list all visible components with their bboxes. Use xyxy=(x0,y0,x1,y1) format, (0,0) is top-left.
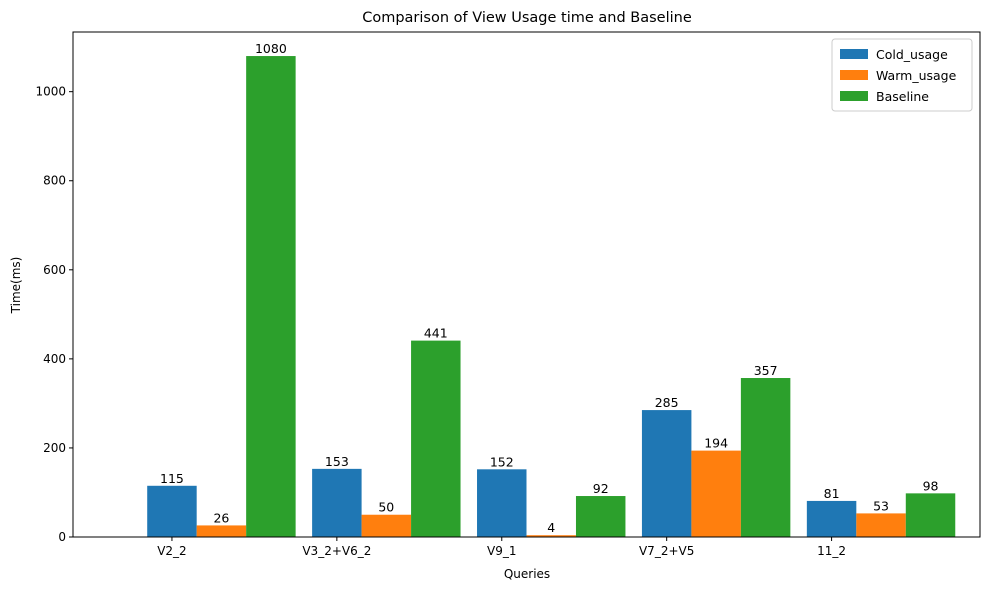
bar xyxy=(246,56,296,538)
bar xyxy=(526,535,576,537)
bar xyxy=(147,485,197,537)
series-cold-usage xyxy=(147,410,857,537)
data-labels-layer: 115 153 152 285 81 26 50 4 194 53 1080 441 92 357 98 xyxy=(160,41,939,535)
bar xyxy=(691,450,741,537)
y-tick-label: 800 xyxy=(43,174,66,188)
x-tick-label: V2_2 xyxy=(157,544,186,558)
bar xyxy=(806,500,857,537)
data-label: 357 xyxy=(754,363,778,378)
x-tick-label: V9_1 xyxy=(487,544,516,558)
bar xyxy=(312,468,362,537)
bar xyxy=(856,513,906,537)
x-axis-label: Queries xyxy=(504,567,550,581)
y-tick-label: 0 xyxy=(58,530,66,544)
legend: Cold_usage Warm_usage Baseline xyxy=(831,38,973,112)
x-tick-label: V7_2+V5 xyxy=(639,544,694,558)
bar xyxy=(905,493,956,537)
data-label: 26 xyxy=(213,510,229,525)
data-label: 53 xyxy=(873,498,889,513)
y-tick-label: 600 xyxy=(43,263,66,277)
data-label: 1080 xyxy=(255,41,287,56)
data-label: 92 xyxy=(593,481,609,496)
legend-label: Cold_usage xyxy=(876,47,948,62)
y-tick-label: 200 xyxy=(43,441,66,455)
data-label: 194 xyxy=(704,436,728,451)
series-baseline xyxy=(246,56,956,538)
bars-layer xyxy=(147,56,956,538)
bar xyxy=(641,410,692,537)
bar xyxy=(575,496,626,537)
data-label: 115 xyxy=(160,471,184,486)
legend-swatch xyxy=(840,49,868,59)
data-label: 441 xyxy=(424,326,448,341)
bar xyxy=(477,469,527,537)
plot-frame xyxy=(72,31,981,538)
bar xyxy=(361,514,412,537)
legend-swatch xyxy=(840,91,868,101)
y-axis-label: Time(ms) xyxy=(9,257,23,315)
x-tick-label: 11_2 xyxy=(817,544,846,558)
x-tick-label: V3_2+V6_2 xyxy=(302,544,371,558)
y-tick-label: 1000 xyxy=(35,85,66,99)
bar xyxy=(196,525,247,537)
data-label: 152 xyxy=(490,454,514,469)
bar xyxy=(740,378,791,537)
data-label: 4 xyxy=(547,520,555,535)
data-label: 98 xyxy=(923,478,939,493)
legend-swatch xyxy=(840,70,868,80)
data-label: 285 xyxy=(655,395,679,410)
legend-label: Baseline xyxy=(876,89,929,104)
chart-title: Comparison of View Usage time and Baseli… xyxy=(362,10,692,26)
data-label: 153 xyxy=(325,454,349,469)
data-label: 81 xyxy=(824,486,840,501)
bar xyxy=(411,340,461,537)
y-tick-label: 400 xyxy=(43,352,66,366)
legend-label: Warm_usage xyxy=(876,68,957,83)
axes-layer: 0 200 400 600 800 1000 V2_2 V3_2+V6_2 V9_1 V7_2+V… xyxy=(35,31,981,558)
data-label: 50 xyxy=(378,500,394,515)
series-warm-usage xyxy=(196,450,906,537)
